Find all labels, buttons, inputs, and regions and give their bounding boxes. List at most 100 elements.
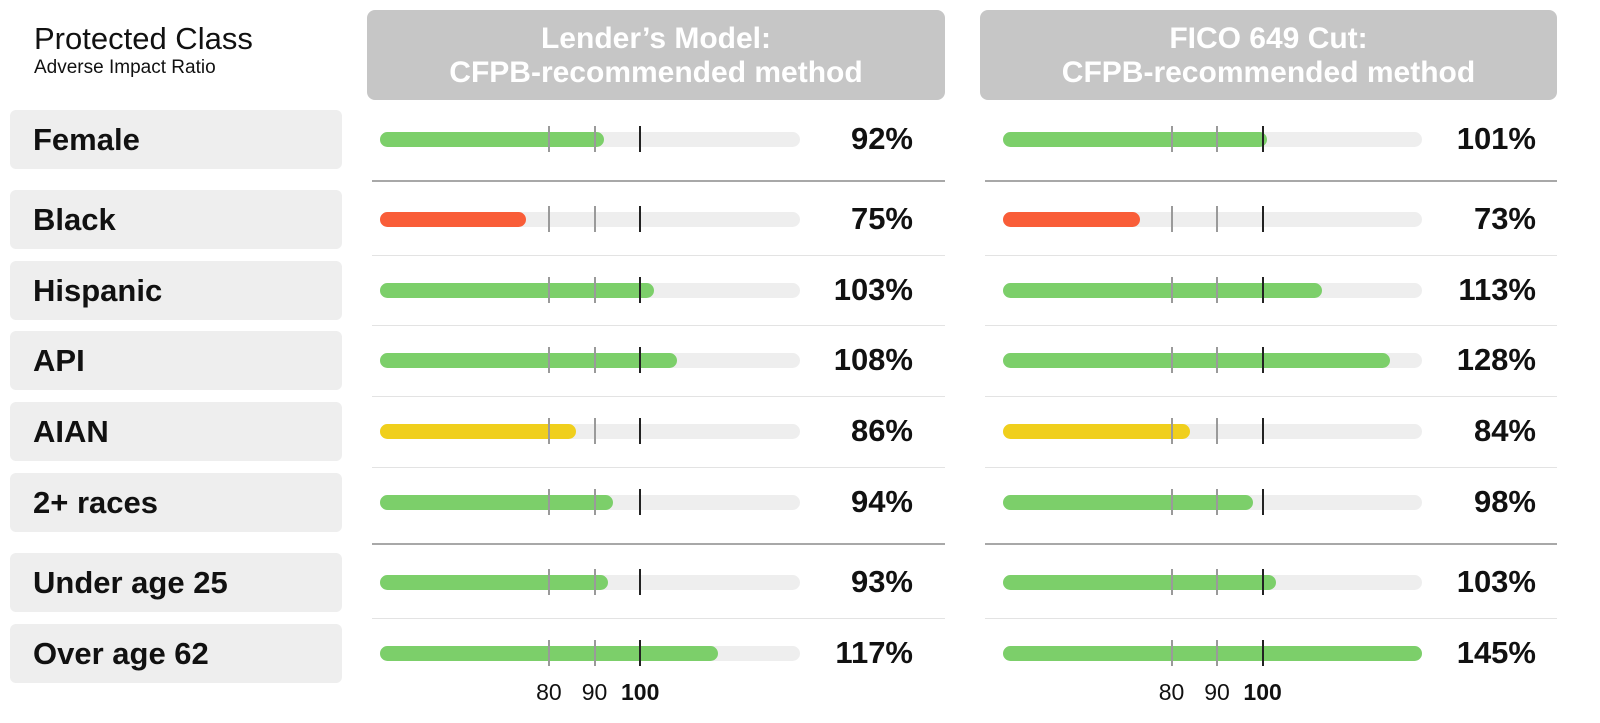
reference-tick-100	[1261, 277, 1264, 303]
reference-tick-100	[639, 569, 642, 595]
row-separator	[985, 467, 1557, 468]
row-label: Black	[10, 189, 342, 249]
row-label: API	[10, 330, 342, 390]
bar	[380, 131, 604, 147]
row-label: Female	[10, 109, 342, 169]
group-separator	[372, 543, 945, 545]
bar	[1003, 423, 1190, 439]
value-label: 103%	[1456, 564, 1536, 599]
axis-tick-label: 90	[1204, 679, 1230, 705]
reference-tick-100	[1261, 347, 1264, 373]
row-separator	[985, 396, 1557, 397]
row-separator	[985, 325, 1557, 326]
value-label: 84%	[1473, 413, 1536, 448]
row-separator	[372, 396, 945, 397]
reference-tick-100	[639, 640, 642, 666]
reference-tick-100	[639, 126, 642, 152]
value-label: 128%	[1456, 342, 1536, 377]
panel-header-lenders-model: Lender’s Model: CFPB-recommended method	[367, 10, 945, 100]
row-label: AIAN	[10, 401, 342, 461]
reference-tick-100	[1261, 126, 1264, 152]
reference-tick-80	[1170, 277, 1173, 303]
row-label: Over age 62	[10, 623, 342, 683]
reference-tick-90	[1216, 347, 1219, 373]
reference-tick-90	[1216, 569, 1219, 595]
reference-tick-80	[547, 277, 550, 303]
reference-tick-80	[1170, 640, 1173, 666]
reference-tick-100	[1261, 206, 1264, 232]
reference-tick-90	[593, 347, 596, 373]
reference-tick-80	[547, 569, 550, 595]
value-label: 73%	[1473, 201, 1536, 236]
reference-tick-90	[1216, 489, 1219, 515]
axis-tick-label: 90	[581, 679, 608, 705]
panel-title-line: CFPB-recommended method	[449, 56, 863, 89]
panel-title-line: Lender’s Model:	[540, 22, 772, 55]
reference-tick-80	[1170, 126, 1173, 152]
row-separator	[985, 255, 1557, 256]
value-label: 75%	[850, 201, 913, 236]
panel-title-line: FICO 649 Cut:	[1169, 22, 1368, 55]
reference-tick-80	[1170, 206, 1173, 232]
reference-tick-90	[1216, 126, 1219, 152]
row-label: 2+ races	[10, 472, 342, 532]
reference-tick-100	[639, 418, 642, 444]
reference-tick-90	[593, 569, 596, 595]
bar	[1003, 645, 1422, 661]
value-label: 145%	[1456, 635, 1536, 670]
value-label: 92%	[850, 121, 913, 156]
bar	[380, 211, 527, 227]
chart-subtitle: Adverse Impact Ratio	[34, 57, 216, 78]
reference-tick-90	[593, 206, 596, 232]
value-label: 117%	[835, 635, 913, 670]
reference-tick-80	[1170, 418, 1173, 444]
value-label: 86%	[850, 413, 913, 448]
bar	[1003, 574, 1277, 590]
value-label: 101%	[1456, 121, 1536, 156]
bar	[1003, 494, 1254, 510]
row-label: Hispanic	[10, 260, 342, 320]
panel-title-line: CFPB-recommended method	[1061, 56, 1476, 89]
bar	[380, 423, 577, 439]
chart-title: Protected Class	[34, 21, 253, 56]
reference-tick-90	[1216, 418, 1219, 444]
reference-tick-100	[639, 277, 642, 303]
reference-tick-80	[547, 640, 550, 666]
panel-header-fico-cut: FICO 649 Cut: CFPB-recommended method	[980, 10, 1557, 100]
bar	[1003, 352, 1391, 368]
row-separator	[372, 255, 945, 256]
row-separator	[372, 467, 945, 468]
reference-tick-80	[547, 489, 550, 515]
value-label: 93%	[850, 564, 913, 599]
reference-tick-100	[1261, 489, 1264, 515]
reference-tick-80	[1170, 569, 1173, 595]
value-label: 108%	[833, 342, 913, 377]
bar	[380, 574, 609, 590]
value-label: 103%	[833, 272, 913, 307]
axis-tick-label: 80	[1158, 679, 1185, 705]
reference-tick-90	[593, 640, 596, 666]
reference-tick-80	[547, 126, 550, 152]
reference-tick-80	[1170, 489, 1173, 515]
value-label: 98%	[1473, 484, 1536, 519]
reference-tick-80	[547, 206, 550, 232]
reference-tick-90	[593, 126, 596, 152]
row-label: Under age 25	[10, 552, 342, 612]
bar	[1003, 211, 1140, 227]
group-separator	[372, 180, 945, 182]
reference-tick-100	[639, 347, 642, 373]
axis-tick-label: 100	[621, 679, 660, 705]
reference-tick-90	[1216, 640, 1219, 666]
bar	[1003, 131, 1268, 147]
row-separator	[372, 618, 945, 619]
axis-tick-label: 100	[1243, 679, 1282, 705]
axis-tick-label: 80	[536, 679, 562, 705]
group-separator	[985, 180, 1557, 182]
bar	[380, 282, 654, 298]
group-separator	[985, 543, 1557, 545]
reference-tick-90	[593, 277, 596, 303]
reference-tick-80	[1170, 347, 1173, 373]
reference-tick-90	[1216, 277, 1219, 303]
reference-tick-100	[639, 206, 642, 232]
bar	[380, 352, 677, 368]
